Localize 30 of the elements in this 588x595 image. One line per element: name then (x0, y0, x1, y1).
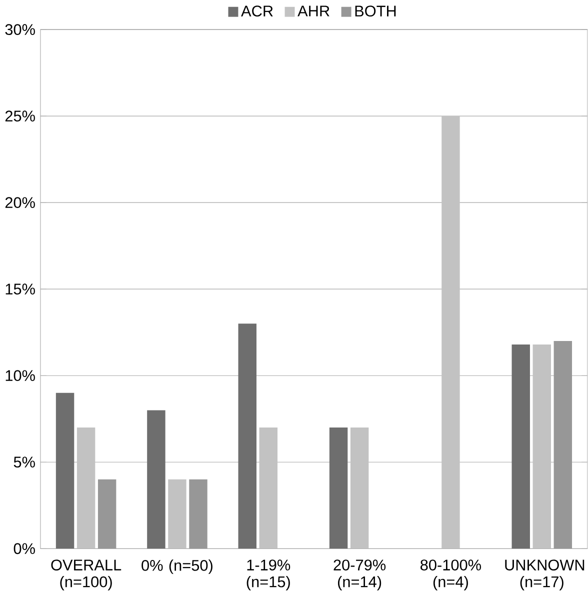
legend-label: ACR (241, 6, 273, 17)
y-tick-label: 10% (6, 370, 36, 382)
x-tick-label: OVERALL (n=100) (51, 560, 122, 590)
bar (238, 324, 257, 549)
legend-label: BOTH (355, 6, 396, 17)
x-tick-label: 20-79% (n=14) (334, 560, 386, 590)
bar (554, 340, 572, 549)
bar (168, 479, 186, 549)
y-tick-label: 20% (6, 197, 36, 208)
x-tick-label: 80-100% (n=4) (420, 560, 482, 590)
bar (442, 116, 460, 549)
y-tick-label: 0% (14, 543, 36, 554)
bar (56, 392, 74, 549)
y-tick-label: 15% (6, 284, 36, 295)
y-tick-label: 25% (6, 110, 36, 122)
x-tick-label: UNKNOWN (n=17) (505, 560, 584, 590)
bar (259, 428, 278, 549)
bar (532, 344, 552, 549)
x-tick-label: 0% (n=50) (142, 560, 213, 574)
bar (77, 428, 96, 549)
legend-label: AHR (298, 6, 330, 16)
bar (350, 428, 369, 549)
y-tick-label: 30% (5, 24, 36, 36)
x-tick-label: 1-19% (n=15) (246, 560, 290, 590)
bar (98, 479, 116, 549)
bar (147, 410, 166, 549)
bar (512, 344, 530, 549)
bar (189, 479, 208, 549)
bar (330, 428, 348, 549)
y-tick-label: 5% (14, 456, 36, 468)
